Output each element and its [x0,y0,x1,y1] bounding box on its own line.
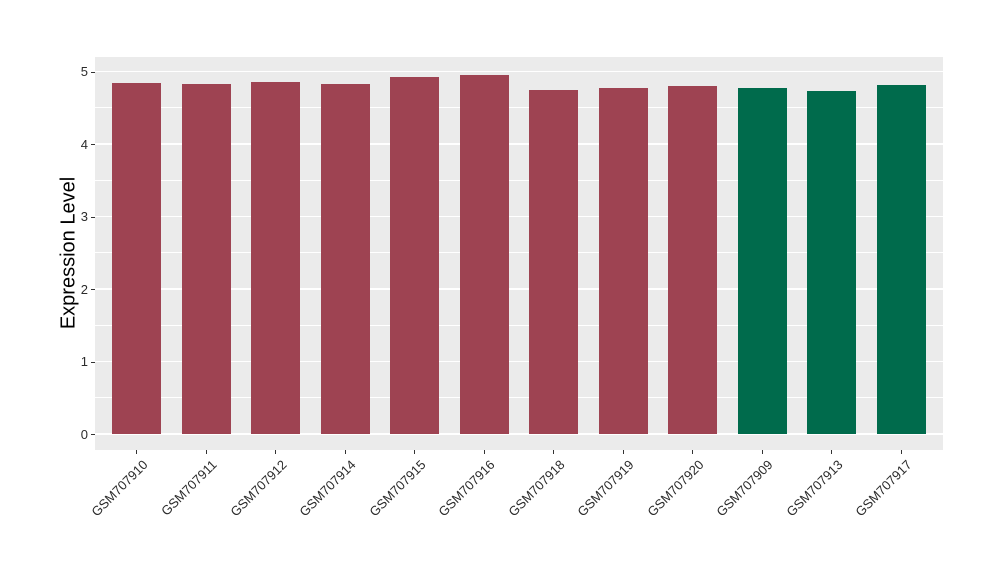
y-axis-title: Expression Level [57,176,80,330]
y-tick-mark [91,144,95,145]
x-tick-mark [414,450,416,454]
y-tick-mark [91,71,95,73]
y-tick-mark [91,216,95,218]
bar-GSM707919 [598,88,648,434]
bar-GSM707920 [668,86,718,434]
x-tick-mark [900,450,902,454]
bar-GSM707909 [737,88,787,434]
bar-GSM707912 [251,81,301,434]
x-tick-label: GSM707912 [227,457,290,520]
gridline-minor [95,107,943,109]
gridline-major [95,70,943,73]
x-tick-label: GSM707915 [366,457,429,520]
x-tick-mark [344,450,346,454]
x-tick-mark [205,450,207,454]
x-tick-label: GSM707916 [435,457,498,520]
bar-GSM707911 [181,83,231,434]
x-tick-mark [136,450,138,454]
gridline-major [95,288,943,290]
gridline-minor [95,252,943,254]
gridline-minor [95,179,943,181]
x-tick-mark [622,450,624,454]
bar-GSM707913 [807,91,857,434]
gridline-minor [95,324,943,326]
y-tick-label: 1 [80,354,88,369]
bar-GSM707914 [320,83,370,434]
gridline-major [95,215,943,218]
x-tick-label: GSM707918 [505,457,568,520]
y-tick-label: 0 [80,426,88,442]
gridline-major [95,360,943,363]
y-tick-mark [91,434,95,435]
bar-GSM707915 [390,77,440,434]
x-tick-label: GSM707914 [296,457,359,520]
x-tick-label: GSM707919 [574,457,637,520]
x-tick-label: GSM707910 [88,457,151,520]
y-tick-label: 2 [80,281,88,297]
x-tick-label: GSM707909 [713,457,776,520]
y-tick-label: 4 [80,136,88,152]
gridline-major [95,143,943,145]
x-tick-label: GSM707911 [158,457,220,519]
bar-GSM707917 [876,84,926,434]
y-tick-label: 5 [80,64,88,79]
x-tick-label: GSM707913 [783,457,846,520]
x-tick-mark [761,450,763,454]
bar-GSM707918 [529,89,579,434]
y-tick-mark [91,289,95,290]
x-tick-label: GSM707917 [852,457,915,520]
bar-GSM707916 [459,75,509,434]
x-tick-mark [553,450,555,454]
x-tick-mark [831,450,833,454]
y-tick-label: 3 [80,209,88,224]
x-tick-mark [275,450,277,454]
plot-panel [95,57,943,450]
gridline-minor [95,397,943,399]
x-tick-mark [483,450,485,454]
x-tick-label: GSM707920 [644,457,707,520]
bar-GSM707910 [112,83,162,434]
gridline-major [95,433,943,435]
y-tick-mark [91,361,95,363]
x-tick-mark [692,450,694,454]
